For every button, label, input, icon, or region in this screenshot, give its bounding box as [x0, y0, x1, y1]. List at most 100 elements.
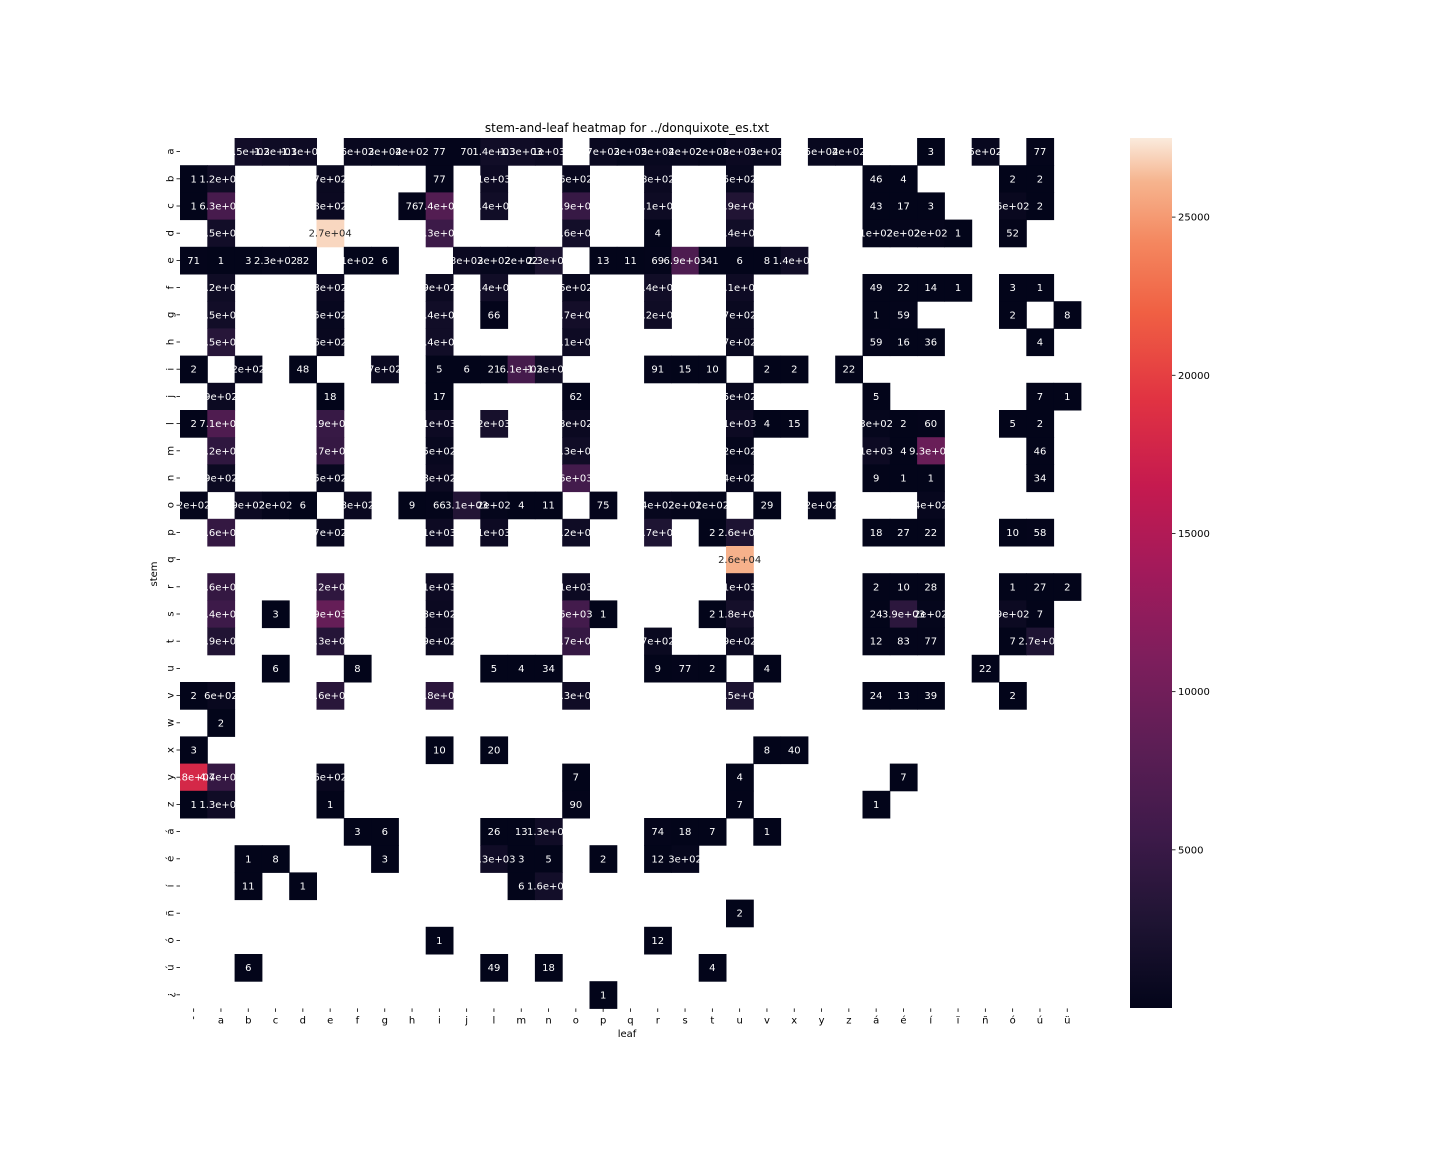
heatmap-cell-label: 6 [272, 664, 278, 675]
heatmap-cell [671, 491, 700, 520]
heatmap-cell-label: 7e+02 [313, 174, 347, 185]
heatmap-cell-label: 2e+02 [504, 256, 538, 267]
heatmap-cell [644, 627, 672, 656]
heatmap-cell [207, 301, 236, 329]
heatmap-cell-label: 2.3e+03 [527, 256, 570, 267]
heatmap-cell [944, 274, 973, 302]
heatmap-cell-label: 2 [600, 854, 606, 865]
heatmap-cell-label: 27 [1034, 582, 1047, 593]
heatmap-cell-label: 3.1e+03 [445, 501, 488, 512]
heatmap-cell [616, 246, 645, 275]
heatmap-cell-label: 6e+02 [559, 174, 593, 185]
heatmap-cell-label: 7 [1037, 392, 1043, 403]
heatmap-cell [207, 219, 236, 248]
heatmap-cell [480, 654, 509, 683]
heatmap-cell-label: 11 [542, 501, 555, 512]
heatmap-cell-label: 17 [897, 202, 910, 213]
heatmap-cell [917, 410, 945, 438]
heatmap-cell [425, 627, 454, 656]
heatmap-cell [644, 165, 672, 193]
heatmap-cell [507, 845, 536, 873]
y-tick-label: p [166, 529, 177, 535]
heatmap-cell-label: 1e+03 [559, 582, 593, 593]
heatmap-cell [780, 355, 809, 384]
heatmap-cell [425, 301, 454, 329]
heatmap-cell [971, 138, 1000, 166]
heatmap-cell-label: 1e+03 [477, 174, 511, 185]
x-tick-label: d [300, 1015, 306, 1026]
heatmap-cell-label: 2e+02 [177, 501, 211, 512]
heatmap-cell-label: 14 [924, 283, 937, 294]
heatmap-cell-label: 9e+02 [204, 474, 238, 485]
heatmap-cell [562, 682, 590, 710]
heatmap-cell [807, 138, 836, 166]
heatmap-cell-label: 5e+02 [723, 392, 757, 403]
heatmap-cell-label: 9e+02 [204, 392, 238, 403]
heatmap-cell [180, 763, 208, 792]
heatmap-cell [398, 138, 427, 166]
heatmap-cell [425, 682, 454, 710]
heatmap-cell [480, 410, 509, 438]
heatmap-cell [480, 165, 509, 193]
heatmap-cell [917, 192, 945, 221]
heatmap-cell [644, 219, 672, 248]
heatmap-cell-label: 5e+02 [313, 474, 347, 485]
heatmap-cell-label: 6.1e+03 [500, 365, 543, 376]
heatmap-cell-label: 39 [924, 691, 937, 702]
x-tick-label: é [900, 1014, 906, 1026]
heatmap-cell-label: 8 [764, 746, 770, 757]
heatmap-cell-label: 4e+02 [914, 501, 948, 512]
heatmap-cell-label: 5e+02 [641, 147, 675, 158]
heatmap-cell [316, 437, 345, 465]
x-tick-label: ü [1064, 1015, 1070, 1026]
heatmap-cell-label: 1.1e+03 [718, 283, 761, 294]
x-tick-label: i [438, 1015, 441, 1026]
heatmap-cell [316, 165, 345, 193]
heatmap-cell-label: 1 [1064, 392, 1070, 403]
heatmap-cell [999, 573, 1027, 601]
heatmap-cell [889, 600, 918, 629]
heatmap-cell [480, 192, 509, 221]
heatmap-cell [862, 274, 891, 302]
heatmap-cell-label: 3 [245, 256, 251, 267]
heatmap-cell-label: 6 [736, 256, 742, 267]
heatmap-cell-label: 2e+02 [259, 501, 293, 512]
heatmap-cell [180, 165, 208, 193]
heatmap-cell [180, 355, 208, 384]
heatmap-cell [753, 491, 782, 520]
heatmap-cell-label: 1.4e+03 [636, 283, 679, 294]
heatmap-cell [425, 382, 454, 411]
heatmap-cell-label: 2.9e+03 [199, 637, 242, 648]
heatmap-cell [316, 410, 345, 438]
heatmap-cell [425, 274, 454, 302]
heatmap-cell-label: 29 [761, 501, 774, 512]
heatmap-cell-label: 2e+03 [477, 419, 511, 430]
heatmap-cell-label: 1 [190, 174, 196, 185]
heatmap-cell-label: 6e+02 [313, 338, 347, 349]
colorbar [1130, 138, 1172, 1008]
x-tick-label: z [846, 1015, 851, 1026]
heatmap-cell-label: 2e+02 [231, 365, 265, 376]
heatmap-cell [480, 845, 509, 873]
heatmap-cell-label: 12 [870, 637, 883, 648]
heatmap-cell [234, 872, 263, 901]
heatmap-cell [180, 682, 208, 710]
heatmap-cell [425, 600, 454, 629]
heatmap-cell [753, 736, 782, 765]
heatmap-cell [889, 464, 918, 493]
heatmap-cell-label: 4e+02 [723, 474, 757, 485]
y-axis-label: stem [149, 561, 160, 586]
y-tick-label: s [166, 611, 177, 616]
heatmap-cell-label: 49 [488, 963, 501, 974]
heatmap-cell-label: 91 [651, 365, 664, 376]
heatmap-cell-label: 22 [924, 528, 937, 539]
heatmap-cell-label: 8e+02 [423, 610, 457, 621]
y-tick-label: q [166, 556, 177, 562]
heatmap-cell-label: 58 [1034, 528, 1047, 539]
heatmap-cell-label: 1.4e+03 [418, 310, 461, 321]
x-tick-label: a [218, 1015, 224, 1026]
heatmap-cell-label: 22 [842, 365, 855, 376]
heatmap-cell [616, 138, 645, 166]
heatmap-cell [999, 274, 1027, 302]
heatmap-cell-label: 2 [1009, 174, 1015, 185]
